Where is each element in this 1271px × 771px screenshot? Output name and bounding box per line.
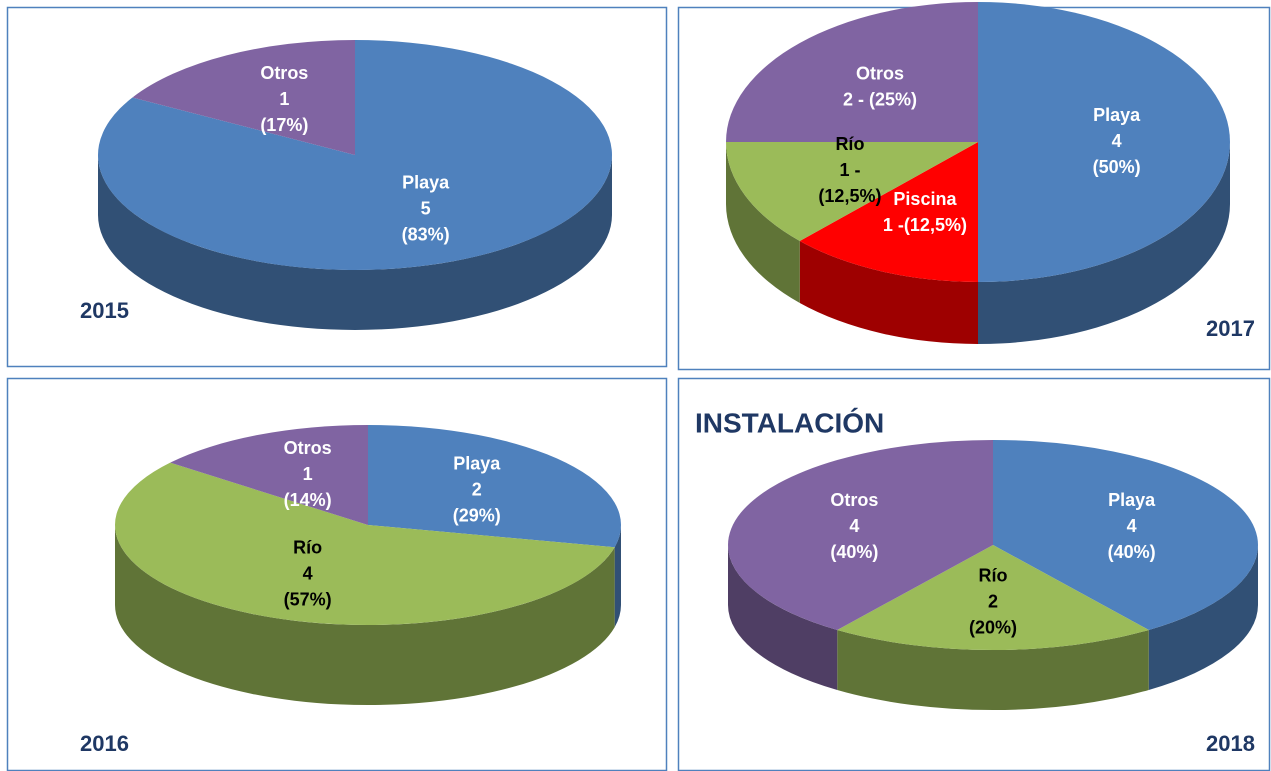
slice-label: Río: [293, 537, 322, 557]
slice-label: Otros: [260, 63, 308, 83]
pie-side: [1148, 545, 1258, 690]
slice-value-label: (57%): [284, 589, 332, 609]
slice-value-label: 4: [303, 563, 313, 583]
pie-slice: [114, 462, 615, 626]
slice-label: Piscina: [893, 189, 957, 209]
slice-value-label: 2: [988, 592, 998, 612]
pie-side: [726, 142, 800, 303]
pie-side: [837, 629, 1149, 710]
pie-side: [115, 525, 615, 705]
slice-value-label: (14%): [284, 490, 332, 510]
slice-value-label: (40%): [830, 542, 878, 562]
slice-value-label: 2 - (25%): [843, 89, 917, 109]
slice-value-label: (83%): [402, 225, 450, 245]
slice-value-label: (17%): [260, 115, 308, 135]
annotation: INSTALACIÓN: [695, 407, 884, 438]
slice-label: Otros: [856, 63, 904, 83]
slice-label: Río: [979, 566, 1008, 586]
pie-slice: [978, 2, 1230, 282]
slice-value-label: 4: [1127, 516, 1137, 536]
pie-slice: [837, 545, 1149, 650]
slice-value-label: (12,5%): [818, 186, 881, 206]
chart-title: 2016: [80, 731, 129, 756]
pie-slice: [799, 142, 978, 282]
slice-label: Playa: [1108, 490, 1156, 510]
panel-border: [6, 6, 668, 368]
slice-label: Playa: [1093, 105, 1141, 125]
slice-label: Playa: [453, 453, 501, 473]
slice-value-label: 4: [849, 516, 859, 536]
slice-value-label: (29%): [453, 505, 501, 525]
slice-value-label: (40%): [1108, 542, 1156, 562]
pie-side: [978, 142, 1230, 344]
pie-side: [98, 155, 612, 330]
slice-value-label: 4: [1112, 131, 1122, 151]
slice-label: Otros: [284, 438, 332, 458]
slice-value-label: 1 -(12,5%): [883, 215, 967, 235]
chart-title: 2017: [1206, 316, 1255, 341]
slice-value-label: 1: [279, 89, 289, 109]
slice-label: Río: [835, 134, 864, 154]
pie-slice: [728, 440, 993, 630]
chart-title: 2015: [80, 298, 129, 323]
chart-title: 2018: [1206, 731, 1255, 756]
slice-value-label: 2: [472, 479, 482, 499]
slice-value-label: 1: [303, 464, 313, 484]
pie-side: [614, 525, 621, 628]
pie-slice: [132, 39, 355, 155]
slice-value-label: (20%): [969, 618, 1017, 638]
slice-value-label: (50%): [1093, 157, 1141, 177]
pie-slice: [726, 2, 978, 142]
pie-slice: [993, 440, 1258, 630]
pie-side: [799, 240, 978, 344]
slice-label: Otros: [830, 490, 878, 510]
slice-label: Playa: [402, 173, 450, 193]
pie-slice: [170, 425, 368, 525]
pie-slice: [368, 425, 621, 548]
slice-value-label: 1 -: [839, 160, 860, 180]
slice-value-label: 5: [421, 199, 431, 219]
pie-side: [728, 545, 838, 690]
pie-slice: [726, 142, 978, 241]
